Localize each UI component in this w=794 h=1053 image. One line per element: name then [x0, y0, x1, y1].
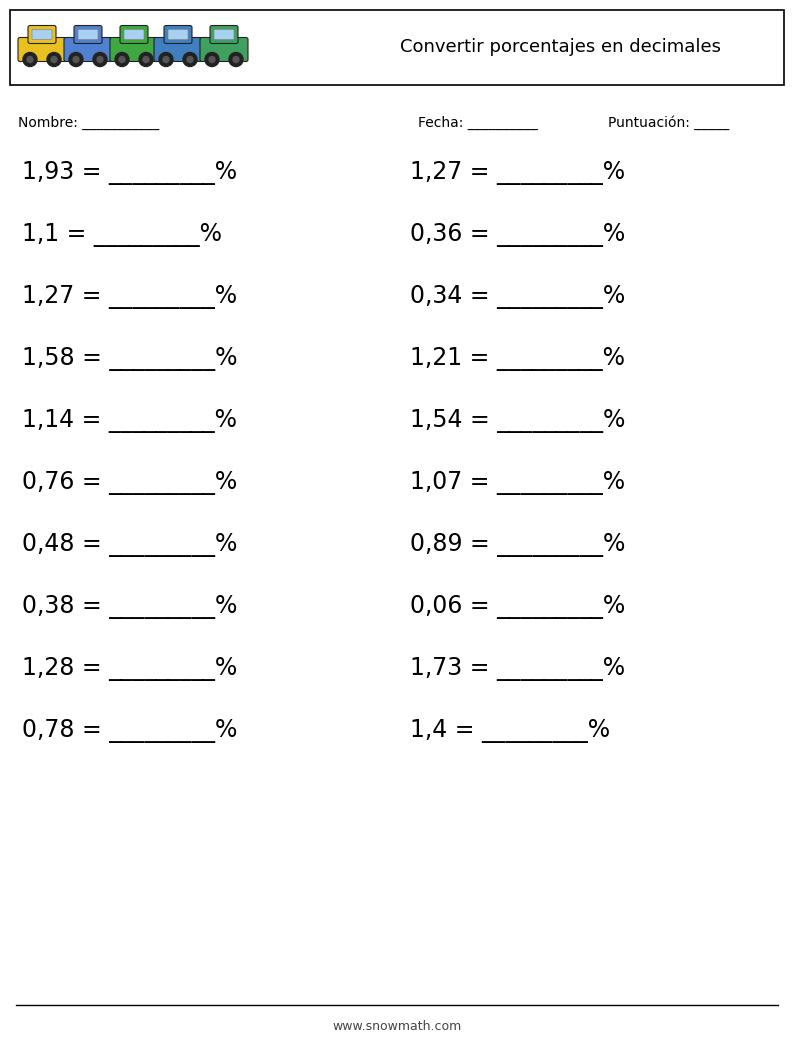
Circle shape — [187, 57, 193, 62]
Circle shape — [93, 53, 107, 66]
Text: 1,93 = _________%: 1,93 = _________% — [22, 161, 237, 185]
Circle shape — [143, 57, 149, 62]
Text: Convertir porcentajes en decimales: Convertir porcentajes en decimales — [399, 39, 720, 57]
Text: Nombre: ___________: Nombre: ___________ — [18, 116, 160, 131]
FancyBboxPatch shape — [28, 25, 56, 43]
Text: 0,89 = _________%: 0,89 = _________% — [410, 533, 626, 557]
FancyBboxPatch shape — [78, 29, 98, 40]
FancyBboxPatch shape — [154, 38, 202, 61]
Circle shape — [233, 57, 239, 62]
FancyBboxPatch shape — [18, 38, 66, 61]
Text: 0,36 = _________%: 0,36 = _________% — [410, 223, 625, 247]
FancyBboxPatch shape — [124, 29, 144, 40]
FancyBboxPatch shape — [110, 38, 158, 61]
Text: 0,76 = _________%: 0,76 = _________% — [22, 471, 237, 495]
Text: 1,1 = _________%: 1,1 = _________% — [22, 223, 222, 247]
Text: 1,73 = _________%: 1,73 = _________% — [410, 657, 625, 681]
Circle shape — [47, 53, 61, 66]
Circle shape — [23, 53, 37, 66]
Circle shape — [119, 57, 125, 62]
Text: 1,27 = _________%: 1,27 = _________% — [410, 161, 625, 185]
FancyBboxPatch shape — [210, 25, 238, 43]
Text: 1,4 = _________%: 1,4 = _________% — [410, 719, 610, 743]
FancyBboxPatch shape — [64, 38, 112, 61]
Circle shape — [163, 57, 169, 62]
Text: 1,14 = _________%: 1,14 = _________% — [22, 409, 237, 433]
Circle shape — [51, 57, 57, 62]
Circle shape — [115, 53, 129, 66]
Text: www.snowmath.com: www.snowmath.com — [333, 1020, 461, 1033]
Circle shape — [209, 57, 215, 62]
Circle shape — [205, 53, 219, 66]
Circle shape — [183, 53, 197, 66]
Text: Fecha: __________: Fecha: __________ — [418, 116, 538, 131]
Text: 0,06 = _________%: 0,06 = _________% — [410, 595, 625, 619]
FancyBboxPatch shape — [120, 25, 148, 43]
Circle shape — [139, 53, 153, 66]
Circle shape — [73, 57, 79, 62]
Bar — [10, 9, 784, 85]
Circle shape — [229, 53, 243, 66]
Text: 1,54 = _________%: 1,54 = _________% — [410, 409, 626, 433]
FancyBboxPatch shape — [32, 29, 52, 40]
Text: 1,27 = _________%: 1,27 = _________% — [22, 285, 237, 309]
Text: 1,21 = _________%: 1,21 = _________% — [410, 347, 625, 371]
FancyBboxPatch shape — [214, 29, 234, 40]
FancyBboxPatch shape — [164, 25, 192, 43]
Text: Puntuación: _____: Puntuación: _____ — [608, 116, 729, 131]
Circle shape — [97, 57, 103, 62]
FancyBboxPatch shape — [168, 29, 188, 40]
Text: 0,78 = _________%: 0,78 = _________% — [22, 719, 237, 743]
Circle shape — [69, 53, 83, 66]
FancyBboxPatch shape — [200, 38, 248, 61]
Circle shape — [27, 57, 33, 62]
FancyBboxPatch shape — [74, 25, 102, 43]
Circle shape — [159, 53, 173, 66]
Text: 0,34 = _________%: 0,34 = _________% — [410, 285, 625, 309]
Text: 0,38 = _________%: 0,38 = _________% — [22, 595, 237, 619]
Text: 1,07 = _________%: 1,07 = _________% — [410, 471, 625, 495]
Text: 1,28 = _________%: 1,28 = _________% — [22, 657, 237, 681]
Text: 1,58 = _________%: 1,58 = _________% — [22, 347, 237, 371]
Text: 0,48 = _________%: 0,48 = _________% — [22, 533, 237, 557]
